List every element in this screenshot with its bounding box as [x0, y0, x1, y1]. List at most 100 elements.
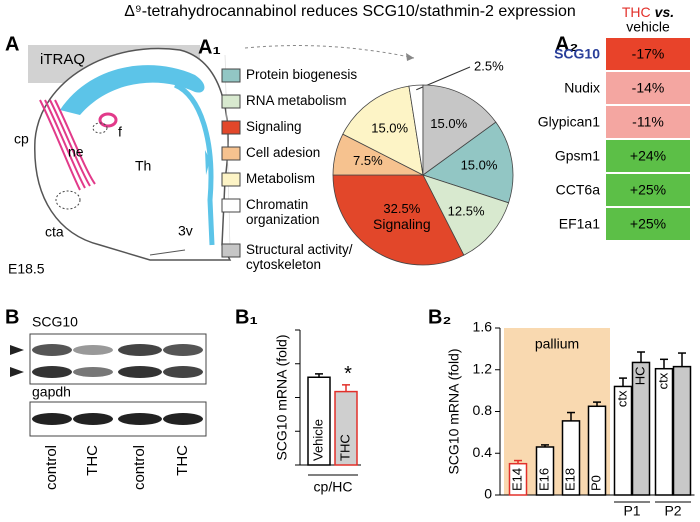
- y-tick-label: 0: [484, 486, 492, 502]
- slice-label: 32.5%: [383, 201, 420, 216]
- bar: [631, 361, 651, 496]
- y-axis-label: SCG10 mRNA (fold): [446, 348, 462, 474]
- change-value: -11%: [632, 114, 664, 130]
- blot-images: [10, 333, 207, 437]
- brain-label: ne: [68, 144, 84, 160]
- legend-label: Metabolism: [246, 171, 316, 186]
- lane-label: THC: [84, 445, 101, 476]
- lane-label: control: [131, 445, 148, 490]
- legend-swatch: [221, 94, 241, 109]
- protein-name: Nudix: [564, 80, 600, 96]
- bar-label: ctx: [614, 390, 629, 407]
- pie-slice: [422, 174, 510, 256]
- bar: [672, 365, 692, 496]
- bar: [334, 390, 358, 466]
- header-vs: vs.: [655, 4, 674, 20]
- table-header: THC vs.: [622, 4, 674, 20]
- lane-label: THC: [174, 445, 191, 476]
- bar-label: THC: [337, 434, 352, 461]
- bar-label: E18: [562, 468, 577, 491]
- brain-label: cp: [14, 131, 29, 147]
- blot-label: gapdh: [32, 384, 71, 400]
- change-value: -14%: [632, 80, 665, 96]
- y-tick-label: 0.8: [473, 402, 493, 418]
- legend-label: Cell adesion: [246, 145, 321, 160]
- legend-label: RNA metabolism: [246, 93, 347, 108]
- table-cell: [606, 106, 690, 138]
- slice-label: 2.5%: [474, 58, 504, 73]
- slice-label: 12.5%: [448, 203, 485, 218]
- protein-name: CCT6a: [556, 182, 601, 198]
- slice-label: 15.0%: [461, 158, 498, 173]
- panel-label: A₂: [555, 33, 578, 55]
- protein-name: SCG10: [554, 46, 600, 62]
- table-cell: [606, 38, 690, 70]
- bar-label: Vehicle: [310, 419, 325, 461]
- bar-label: E14: [509, 468, 524, 491]
- table-header: vehicle: [626, 19, 670, 35]
- slice-label: 15.0%: [430, 116, 467, 131]
- panel-label: B₂: [428, 306, 451, 328]
- region-annotation: pallium: [535, 336, 579, 352]
- change-value: +25%: [630, 216, 666, 232]
- slice-annotation: Signaling: [373, 216, 431, 232]
- protein-name: EF1a1: [559, 216, 600, 232]
- change-value: +25%: [630, 182, 666, 198]
- legend-label: Chromatin organization: [246, 197, 320, 227]
- y-tick-label: 1.2: [473, 360, 493, 376]
- pie-slice: [422, 121, 514, 204]
- bar-label: HC: [632, 366, 647, 385]
- bar: [535, 446, 555, 496]
- bar: [508, 462, 528, 496]
- y-axis-label: SCG10 mRNA (fold): [274, 334, 290, 460]
- table-cell: [606, 72, 690, 104]
- legend-swatch: [221, 198, 241, 213]
- legend-label: Protein biogenesis: [246, 67, 358, 82]
- bar-label: ctx: [655, 372, 670, 389]
- y-tick-label: 1.6: [473, 319, 493, 335]
- slice-label: 15.0%: [371, 121, 408, 136]
- group-label: cp/HC: [314, 479, 353, 495]
- legend-swatch: [221, 68, 241, 83]
- legend-swatch: [221, 172, 241, 187]
- group-label: P1: [623, 503, 640, 519]
- legend-label: Signaling: [246, 119, 302, 134]
- brain-label: f: [118, 124, 122, 140]
- change-value: +24%: [630, 148, 666, 164]
- table-cell: [606, 174, 690, 206]
- bar: [307, 376, 331, 466]
- panel-label: B: [5, 306, 19, 328]
- bar-label: P0: [588, 475, 603, 491]
- significance: *: [344, 363, 352, 385]
- brain-label: E18.5: [8, 261, 45, 277]
- header-thc: THC: [622, 4, 651, 20]
- pie-slice: [332, 174, 465, 266]
- brain-label: 3v: [178, 223, 193, 239]
- pie-slice: [422, 84, 497, 176]
- figure-title: Δ⁹-tetrahydrocannabinol reduces SCG10/st…: [124, 3, 576, 20]
- change-value: -17%: [632, 46, 665, 62]
- protein-name: Gpsm1: [555, 148, 600, 164]
- brain-label: Th: [135, 158, 151, 174]
- brain-diagram: [28, 45, 415, 261]
- legend-swatch: [221, 146, 241, 161]
- table-cell: [606, 208, 690, 240]
- brain-label: cta: [45, 224, 64, 240]
- y-tick-label: 0.4: [473, 444, 493, 460]
- bar: [561, 420, 581, 496]
- panel-label: A₁: [198, 36, 221, 58]
- brain-label: iTRAQ: [40, 51, 85, 68]
- table-cell: [606, 140, 690, 172]
- legend-swatch: [221, 243, 241, 258]
- legend-swatch: [221, 120, 241, 135]
- blot-label: SCG10: [32, 314, 78, 330]
- pie-slice: [342, 85, 424, 176]
- bar: [654, 367, 674, 496]
- panel-label: B₁: [235, 306, 258, 328]
- legend-label: Structural activity/ cytoskeleton: [246, 242, 353, 272]
- bar: [587, 405, 607, 496]
- bar: [613, 385, 633, 496]
- protein-name: Glypican1: [538, 114, 600, 130]
